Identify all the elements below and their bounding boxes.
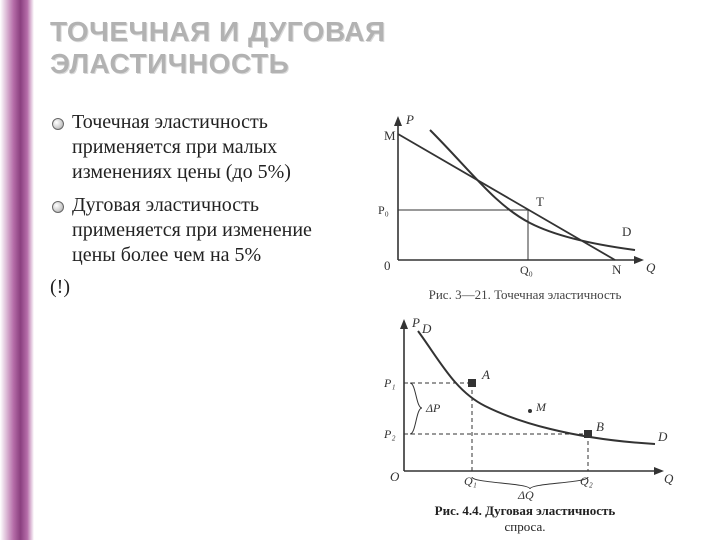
text-column: Точечная эластичность применяется при ма… (50, 110, 360, 535)
figures-column: P Q 0 M D T P₀ Q₀ N Рис. 3—21. Точечная … (360, 110, 700, 535)
label-D-top: D (421, 321, 432, 336)
figure-2-caption-sub: спроса. (360, 519, 690, 535)
figure-point-elasticity: P Q 0 M D T P₀ Q₀ N Рис. 3—21. Точечная … (360, 110, 690, 303)
label-N: N (612, 262, 622, 277)
figure-2-caption-main: Рис. 4.4. Дуговая эластичность (435, 503, 616, 518)
label-Q0: Q₀ (520, 263, 533, 277)
point-elasticity-chart: P Q 0 M D T P₀ Q₀ N (360, 110, 660, 285)
label-dQ: ΔQ (517, 488, 534, 501)
left-gradient-border (0, 0, 34, 540)
label-T: T (536, 194, 544, 209)
figure-2-caption: Рис. 4.4. Дуговая эластичность спроса. (360, 503, 690, 535)
bullet-item: Дуговая эластичность применяется при изм… (50, 193, 350, 268)
axis-y-label: P (411, 315, 420, 330)
label-A: A (481, 367, 490, 382)
bullet-item: Точечная эластичность применяется при ма… (50, 110, 350, 185)
title-line-1: ТОЧЕЧНАЯ И ДУГОВАЯ (50, 16, 386, 47)
label-Q2: Q₂ (580, 474, 593, 488)
columns: Точечная эластичность применяется при ма… (50, 110, 700, 535)
axis-x-label: Q (646, 260, 656, 275)
figure-1-caption: Рис. 3—21. Точечная эластичность (360, 287, 690, 303)
bullet-list: Точечная эластичность применяется при ма… (50, 110, 350, 268)
label-P0: P₀ (378, 203, 389, 217)
origin-label: 0 (384, 258, 391, 273)
title-line-2: ЭЛАСТИЧНОСТЬ (50, 48, 289, 79)
label-D-right: D (657, 429, 668, 444)
label-D: D (622, 224, 631, 239)
axis-x-label: Q (664, 471, 674, 486)
label-P2: P₂ (383, 427, 396, 441)
label-M: M (384, 128, 396, 143)
axis-y-label: P (405, 112, 414, 127)
label-Q1: Q₁ (464, 474, 477, 488)
exclamation-note: (!) (50, 276, 350, 299)
slide-title: ТОЧЕЧНАЯ И ДУГОВАЯ ЭЛАСТИЧНОСТЬ (50, 16, 410, 80)
arc-elasticity-chart: P Q O D D A B M P₁ P₂ Q₁ Q₂ ΔP ΔQ (360, 311, 680, 501)
label-B: B (596, 419, 604, 434)
label-P1: P₁ (383, 376, 396, 390)
slide-content: ТОЧЕЧНАЯ И ДУГОВАЯ ЭЛАСТИЧНОСТЬ (50, 16, 710, 80)
label-M: M (535, 400, 547, 414)
origin-label: O (390, 469, 400, 484)
label-dP: ΔP (425, 401, 441, 415)
figure-arc-elasticity: P Q O D D A B M P₁ P₂ Q₁ Q₂ ΔP ΔQ Рис. 4… (360, 311, 690, 535)
